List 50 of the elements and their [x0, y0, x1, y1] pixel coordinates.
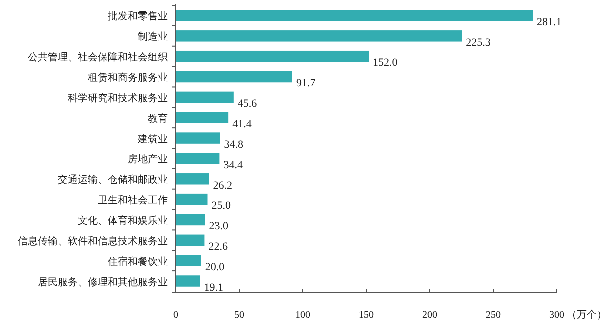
- y-tick-label: 住宿和餐饮业: [108, 256, 168, 268]
- bar: [176, 92, 234, 104]
- data-label: 22.6: [208, 241, 228, 254]
- data-label: 34.8: [224, 138, 244, 151]
- y-tick-label: 居民服务、修理和其他服务业: [38, 276, 168, 288]
- x-tick-label: 250: [486, 310, 501, 321]
- data-label: 34.4: [224, 159, 244, 172]
- x-tick-label: 0: [174, 310, 178, 321]
- bar: [176, 153, 220, 164]
- y-tick-label: 房地产业: [128, 154, 168, 166]
- bar: [176, 71, 292, 83]
- y-tick-label: 教育: [148, 112, 168, 125]
- bar: [176, 112, 229, 124]
- data-label: 152.0: [373, 57, 398, 70]
- data-label: 23.0: [209, 220, 229, 233]
- y-tick-label: 交通运输、仓储和邮政业: [58, 174, 168, 186]
- y-tick-label: 建筑业: [137, 133, 168, 146]
- bar: [176, 132, 220, 144]
- y-tick-label: 制造业: [138, 31, 168, 44]
- x-tick-label: 150: [359, 310, 374, 321]
- y-tick-label: 文化、体育和娱乐业: [78, 214, 168, 227]
- data-label: 20.0: [205, 261, 226, 274]
- data-label: 41.4: [232, 118, 252, 130]
- x-tick-label: 200: [422, 310, 438, 321]
- data-label: 26.2: [213, 180, 233, 192]
- bar: [176, 194, 208, 206]
- data-label: 281.1: [536, 16, 562, 28]
- data-label: 19.1: [204, 282, 224, 294]
- x-tick-label: 100: [296, 310, 310, 321]
- x-tick-label: 300: [550, 310, 564, 321]
- y-tick-label: 科学研究和技术服务业: [68, 92, 168, 104]
- bar: [176, 174, 210, 185]
- y-tick-label: 信息传输、软件和信息技术服务业: [18, 235, 168, 248]
- bar: [176, 30, 462, 42]
- y-tick-label: 公共管理、社会保障和社会组织: [28, 52, 168, 64]
- bar: [176, 10, 533, 22]
- bar: [176, 234, 205, 246]
- y-tick-label: 租赁和商务服务业: [88, 72, 168, 84]
- bar: [176, 50, 370, 62]
- bar: [176, 255, 202, 266]
- data-label: 91.7: [296, 78, 316, 90]
- x-tick-label: 50: [234, 310, 244, 321]
- data-label: 45.6: [238, 98, 258, 110]
- data-label: 225.3: [466, 36, 492, 49]
- y-tick-label: 卫生和社会工作: [98, 194, 168, 207]
- bar: [176, 214, 206, 226]
- data-label: 25.0: [212, 200, 232, 212]
- y-tick-label: 批发和零售业: [108, 10, 168, 23]
- x-axis-title: （万个）: [567, 309, 607, 321]
- bar: [176, 276, 200, 287]
